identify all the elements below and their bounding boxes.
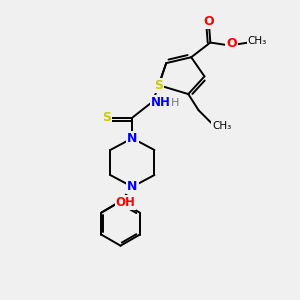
- Text: N: N: [127, 180, 137, 193]
- Text: CH₃: CH₃: [248, 36, 267, 46]
- Text: H: H: [171, 98, 179, 108]
- Text: S: S: [154, 79, 163, 92]
- Text: OH: OH: [116, 196, 136, 209]
- Text: S: S: [102, 111, 111, 124]
- Text: CH₃: CH₃: [212, 122, 231, 131]
- Text: N: N: [127, 132, 137, 145]
- Text: NH: NH: [151, 96, 171, 110]
- Text: O: O: [226, 38, 237, 50]
- Text: O: O: [204, 14, 214, 28]
